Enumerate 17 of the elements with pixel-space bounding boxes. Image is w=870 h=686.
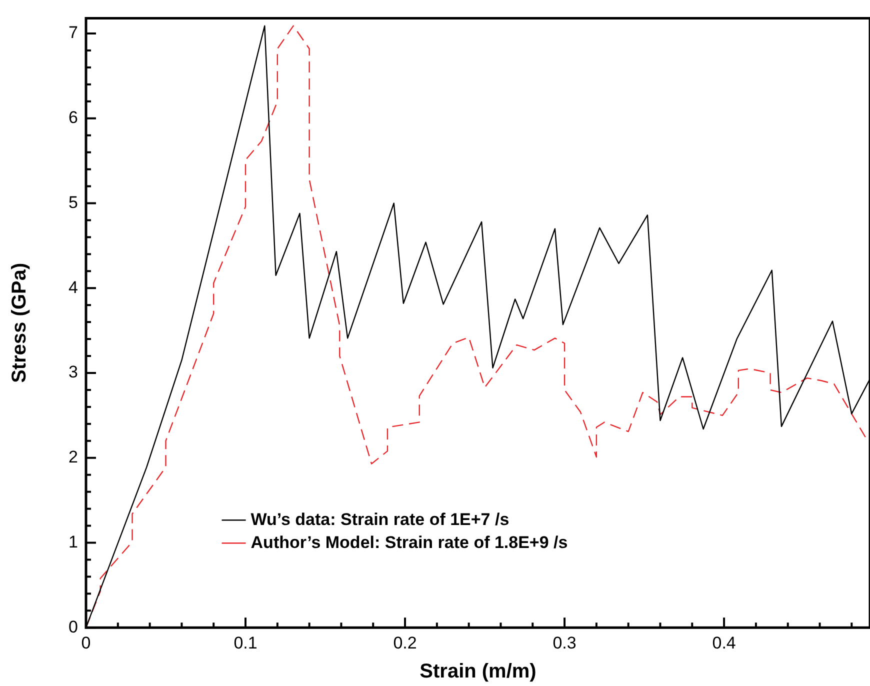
y-tick-label: 7 <box>68 23 78 42</box>
legend-label: Wu’s data: Strain rate of 1E+7 /s <box>250 510 510 529</box>
x-tick-label: 0.2 <box>393 633 417 652</box>
y-tick-label: 5 <box>68 192 78 212</box>
y-tick-label: 3 <box>68 362 78 382</box>
y-tick-label: 6 <box>68 108 78 128</box>
y-tick-label: 0 <box>68 617 78 636</box>
x-tick-label: 0.4 <box>712 633 736 652</box>
legend-label: Author’s Model: Strain rate of 1.8E+9 /s <box>250 532 568 552</box>
y-axis-title: Stress (GPa) <box>8 262 31 383</box>
y-tick-label: 1 <box>68 532 78 552</box>
x-tick-label: 0.1 <box>234 633 258 652</box>
y-tick-label: 2 <box>68 448 78 467</box>
y-tick-label: 4 <box>68 278 78 297</box>
x-tick-label: 0 <box>81 633 91 652</box>
x-tick-label: 0.3 <box>552 633 576 652</box>
x-axis-title: Strain (m/m) <box>420 660 536 683</box>
